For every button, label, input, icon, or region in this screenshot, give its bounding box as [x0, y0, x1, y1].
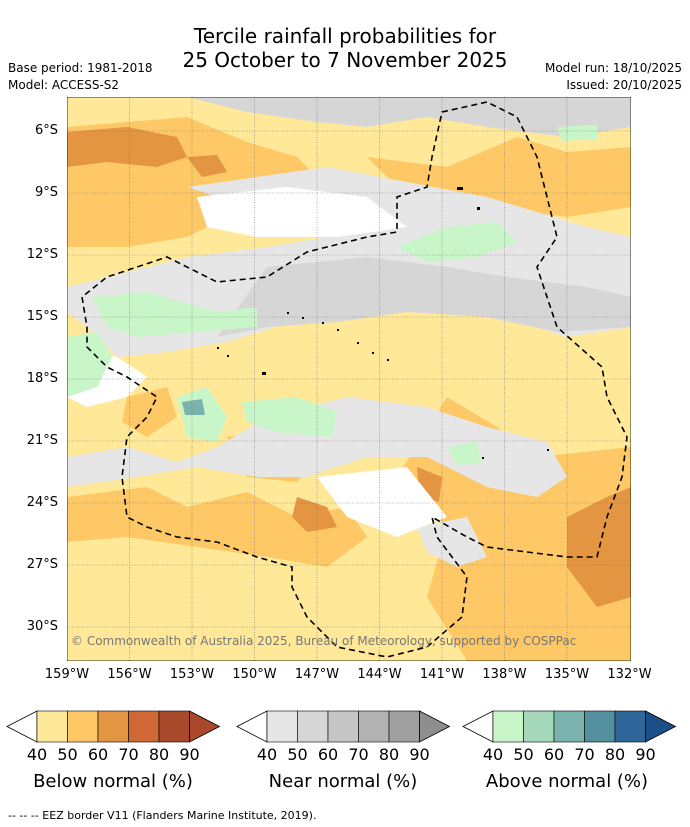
- colorbar-segment: [297, 710, 329, 743]
- colorbar-tick-label: 40: [26, 745, 48, 764]
- colorbar-tick-label: 50: [287, 745, 308, 764]
- base-period: Base period: 1981-2018: [8, 61, 153, 75]
- map-title-line1: Tercile rainfall probabilities for: [193, 24, 497, 48]
- latitude-label: 9°S: [34, 185, 58, 200]
- copyright-notice: © Commonwealth of Australia 2025, Bureau…: [71, 634, 576, 648]
- above-normal-legend-title: Above normal (%): [485, 771, 649, 792]
- colorbar-tick-label: 60: [317, 745, 339, 764]
- colorbar-segment: [158, 710, 190, 743]
- colorbar-high-extend: [419, 710, 451, 743]
- colorbar-segment: [523, 710, 555, 743]
- below-normal-60-region-nw: [67, 127, 187, 167]
- colorbar-low-extend: [462, 710, 494, 743]
- eez-footnote: -- -- -- EEZ border V11 (Flanders Marine…: [8, 809, 317, 822]
- above-normal-40-region-north: [397, 222, 517, 262]
- colorbar-tick-label: 50: [513, 745, 534, 764]
- colorbar-high-extend: [189, 710, 221, 743]
- below-normal-colorbar: [6, 710, 221, 743]
- map-title-line2: 25 October to 7 November 2025: [182, 48, 508, 72]
- latitude-label: 27°S: [26, 557, 58, 572]
- near-normal-colorbar: [236, 710, 451, 743]
- colorbar-segment: [553, 710, 585, 743]
- longitude-label: 150°W: [232, 667, 277, 682]
- above-normal-40-region-northeast: [557, 125, 597, 141]
- below-normal-50-region-sw: [67, 487, 367, 567]
- near-normal-50-region-top: [67, 97, 631, 137]
- colorbar-segment: [584, 710, 616, 743]
- latitude-label: 6°S: [34, 123, 58, 138]
- above-normal-40-region-center: [92, 292, 257, 337]
- colorbar-segment: [614, 710, 646, 743]
- longitude-label: 141°W: [419, 667, 465, 682]
- colorbar-low-extend: [236, 710, 268, 743]
- longitude-label: 153°W: [169, 667, 215, 682]
- colorbar-tick-label: 90: [635, 745, 656, 764]
- colorbar-tick-label: 40: [256, 745, 278, 764]
- below-normal-legend-title: Below normal (%): [33, 771, 193, 792]
- colorbar-tick-label: 90: [179, 745, 200, 764]
- colorbar-tick-label: 70: [574, 745, 595, 764]
- colorbar-segment: [358, 710, 390, 743]
- eez-border: [81, 101, 628, 658]
- issued-date: Issued: 20/10/2025: [566, 78, 682, 92]
- below-normal-60-region-north: [187, 155, 227, 177]
- longitude-label: 159°W: [44, 667, 90, 682]
- latitude-label: 30°S: [26, 619, 58, 634]
- legend-colorbars: [6, 710, 677, 743]
- longitude-label: 135°W: [544, 667, 590, 682]
- colorbar-segment: [388, 710, 420, 743]
- colorbar-high-extend: [645, 710, 677, 743]
- no-dominant-category-region-north: [197, 187, 407, 237]
- colorbar-segment: [327, 710, 359, 743]
- colorbar-segment: [67, 710, 99, 743]
- colorbar-tick-label: 80: [378, 745, 400, 764]
- below-normal-60-region-south: [292, 497, 337, 532]
- colorbar-segment: [36, 710, 68, 743]
- rainfall-probability-map: © Commonwealth of Australia 2025, Bureau…: [67, 97, 631, 661]
- colorbar-segment: [97, 710, 129, 743]
- longitude-label: 132°W: [607, 667, 652, 682]
- colorbar-tick-label: 70: [118, 745, 139, 764]
- colorbar-segment: [492, 710, 524, 743]
- latitude-label: 12°S: [26, 247, 58, 262]
- island-markers: [217, 187, 549, 459]
- longitude-label: 147°W: [294, 667, 340, 682]
- above-normal-40-region-south: [242, 397, 337, 437]
- above-normal-40-region-east: [447, 442, 482, 465]
- above-normal-colorbar: [462, 710, 677, 743]
- longitude-label: 156°W: [107, 667, 152, 682]
- longitude-label: 144°W: [357, 667, 402, 682]
- colorbar-tick-label: 70: [348, 745, 369, 764]
- colorbar-segment: [266, 710, 298, 743]
- colorbar-tick-label: 40: [482, 745, 504, 764]
- latitude-label: 24°S: [26, 495, 58, 510]
- colorbar-tick-label: 60: [87, 745, 109, 764]
- colorbar-low-extend: [6, 710, 38, 743]
- colorbar-segment: [128, 710, 160, 743]
- colorbar-tick-label: 90: [409, 745, 430, 764]
- latitude-label: 18°S: [26, 371, 58, 386]
- model-name: Model: ACCESS-S2: [8, 78, 120, 92]
- colorbar-tick-label: 60: [543, 745, 565, 764]
- colorbar-tick-label: 80: [148, 745, 170, 764]
- above-normal-60-region: [182, 399, 205, 415]
- latitude-label: 15°S: [26, 309, 58, 324]
- model-run: Model run: 18/10/2025: [544, 61, 682, 75]
- no-dominant-category-region-center: [317, 467, 447, 537]
- colorbar-tick-label: 80: [604, 745, 626, 764]
- lat-lon-grid: [67, 97, 631, 661]
- longitude-label: 138°W: [482, 667, 527, 682]
- above-normal-40-region-west: [67, 332, 112, 397]
- colorbar-tick-label: 50: [57, 745, 78, 764]
- near-normal-legend-title: Near normal (%): [268, 771, 418, 792]
- latitude-label: 21°S: [26, 433, 58, 448]
